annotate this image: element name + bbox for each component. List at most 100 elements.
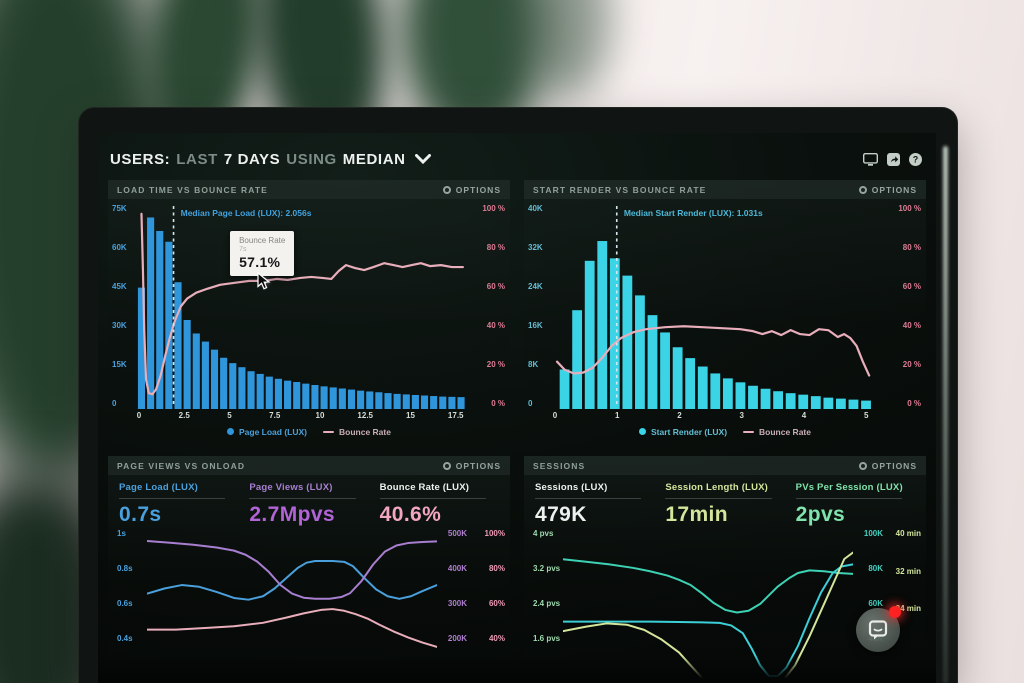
metric-value: 2.7Mpvs [249,503,336,526]
metric-2: Bounce Rate (LUX) 40.6% [379,482,500,526]
options-button[interactable]: OPTIONS [858,185,917,195]
y-axis-left: 75K 60K 45K 30K 15K 0 [112,204,136,409]
panel-start-render-header: START RENDER VS BOUNCE RATE OPTIONS [524,180,926,199]
options-button[interactable]: OPTIONS [858,461,917,471]
svg-text:?: ? [913,154,919,164]
metric-divider [665,498,772,499]
metric-divider [535,498,642,499]
panel-load-time-header: LOAD TIME VS BOUNCE RATE OPTIONS [108,180,510,199]
chat-widget-button[interactable] [856,606,901,652]
legend-dot-swatch [227,428,234,435]
display-icon[interactable] [863,152,878,166]
gear-icon [442,461,451,470]
y-axis-label: 100 % [482,204,505,213]
legend-line-swatch [323,430,335,433]
sessions-plot[interactable] [563,530,853,683]
y-axis-label: 45K [112,282,127,291]
y-axis-label: 200K [447,634,467,643]
metric-2: PVs Per Session (LUX) 2pvs [795,482,916,526]
y-axis-label: 16K [528,321,543,330]
y-axis-label: 40 min [895,529,921,538]
y-axis-label: 300K [447,599,467,608]
y-axis-label: 100 % [898,204,921,213]
y-axis-label: 75K [112,204,127,213]
x-axis-label: 4 [801,411,807,420]
x-axis-label: 0 [552,411,558,420]
y-axis-label: 500K [447,529,467,538]
metric-1: Page Views (LUX) 2.7Mpvs [249,482,369,525]
y-axis-right-min: 40 min 32 min 24 min [883,530,921,683]
metric-divider [379,498,486,499]
y-axis-label: 1.6 pvs [533,634,561,643]
x-axis-label: 12.5 [357,411,374,420]
legend-label: Page Load (LUX) [239,426,308,437]
metric-label: Session Length (LUX) [665,482,769,493]
metrics-row: Sessions (LUX) 479K Session Length (LUX) 17… [524,475,926,528]
metric-value: 40.6% [379,503,442,526]
y-axis-label: 24 min [895,604,921,614]
metric-value: 2pvs [795,503,846,526]
x-axis-label: 2.5 [178,411,190,420]
chevron-down-icon[interactable] [414,154,431,164]
legend-item: Bounce Rate [323,427,391,437]
y-axis-left: 1s 0.8s 0.6s 0.4s [117,530,147,683]
y-axis-label: 60 % [486,282,505,291]
y-axis-label: 40 % [486,321,505,330]
y-axis-label: 80 % [486,243,505,252]
panel-sessions-header: SESSIONS OPTIONS [524,456,926,475]
panel-title: LOAD TIME VS BOUNCE RATE [117,184,268,195]
header-using: USING [286,150,337,168]
median-annotation: Median Page Load (LUX): 2.056s [180,208,312,218]
metric-0: Page Load (LUX) 0.7s [119,482,239,525]
x-axis-label: 1 [615,411,620,420]
x-axis-label: 3 [739,411,744,420]
y-axis-label: 20 % [902,360,921,369]
x-axis-label: 5 [227,411,232,420]
y-axis-label: 0.4s [117,634,133,643]
y-axis-label: 30K [112,321,127,330]
y-axis-label: 32 min [895,566,921,576]
header-last: LAST [176,150,218,168]
y-axis-label: 8K [528,360,539,369]
panel-title: START RENDER VS BOUNCE RATE [533,184,707,195]
legend-label: Bounce Rate [759,426,811,437]
y-axis-label: 0 [112,399,117,408]
panel-load-time: LOAD TIME VS BOUNCE RATE OPTIONS 75K 60K 4… [108,180,510,442]
median-dropdown[interactable]: USERS: LAST 7 DAYS USING MEDIAN [110,151,431,168]
panel-title: PAGE VIEWS VS ONLOAD [117,460,246,471]
start-render-plot[interactable]: Median Start Render (LUX): 1.031s [552,204,888,409]
legend-dot-swatch [638,428,646,435]
header-toolbar: ? [863,152,922,166]
share-icon[interactable] [887,152,900,166]
help-icon[interactable]: ? [909,152,922,166]
page-views-plot[interactable] [147,530,437,683]
hover-tooltip: Bounce Rate 7s 57.1% [230,230,295,276]
y-axis-label: 400K [447,564,467,573]
chat-icon [868,620,888,640]
header-median: MEDIAN [342,150,406,168]
legend: Page Load (LUX) Bounce Rate [108,423,510,440]
x-axis-label: 10 [315,411,325,420]
y-axis-label: 80% [488,564,505,573]
panel-start-render: START RENDER VS BOUNCE RATE OPTIONS 40K 3… [524,180,926,442]
y-axis-label: 60K [868,599,883,608]
legend-label: Start Render (LUX) [650,426,728,437]
y-axis-label: 40 % [902,321,921,330]
y-axis-left: 40K 32K 24K 16K 8K 0 [528,204,552,409]
median-annotation: Median Start Render (LUX): 1.031s [623,208,763,218]
metric-divider [795,498,902,499]
y-axis-label: 15K [112,360,127,369]
header-days: 7 DAYS [223,150,281,168]
metric-value: 479K [535,503,587,526]
y-axis-label: 80 % [902,243,921,252]
metric-value: 17min [665,503,729,526]
gear-icon [858,461,867,470]
load-time-plot[interactable]: Bounce Rate 7s 57.1% Median Page Load (L… [136,204,472,409]
metric-divider [119,498,226,499]
x-axis-label: 0 [136,411,142,420]
options-button[interactable]: OPTIONS [442,461,501,471]
legend-item: Page Load (LUX) [227,427,307,437]
options-button[interactable]: OPTIONS [442,185,501,195]
y-axis-label: 20 % [486,360,505,369]
